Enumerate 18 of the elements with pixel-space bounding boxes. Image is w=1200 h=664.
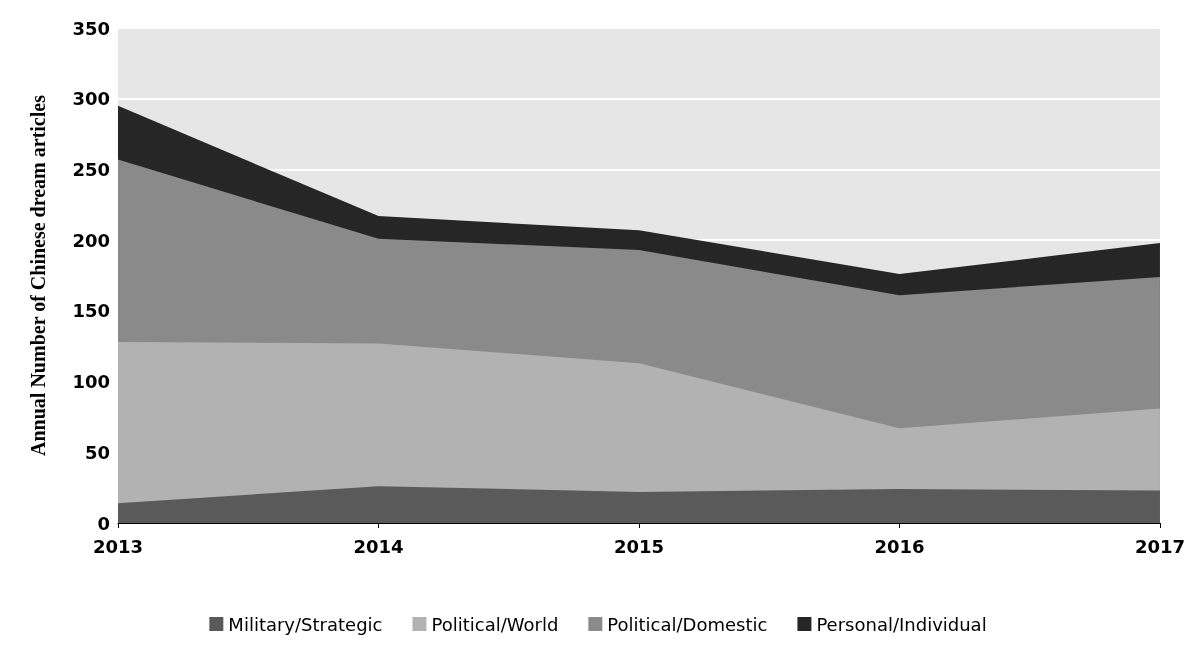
y-tick-label: 0 [97, 512, 110, 534]
y-tick-label: 350 [72, 17, 110, 39]
y-tick-label: 250 [72, 158, 110, 180]
y-tick-label: 100 [72, 371, 110, 393]
x-tick-label: 2017 [1134, 535, 1186, 557]
y-tick-label: 200 [72, 229, 110, 251]
x-tick-label: 2014 [353, 535, 404, 557]
y-tick-label: 150 [72, 300, 110, 322]
legend-label: Military/Strategic [228, 613, 383, 635]
x-tick-label: 2015 [613, 535, 665, 557]
y-axis-title: Annual Number of Chinese dream articles [27, 94, 49, 456]
legend-label: Personal/Individual [816, 613, 987, 635]
x-tick-label: 2013 [92, 535, 144, 557]
legend-label: Political/World [431, 613, 559, 635]
y-tick-label: 50 [84, 441, 110, 463]
legend-label: Political/Domestic [607, 613, 768, 635]
y-tick-label: 300 [72, 88, 110, 110]
x-tick-label: 2016 [874, 535, 925, 557]
